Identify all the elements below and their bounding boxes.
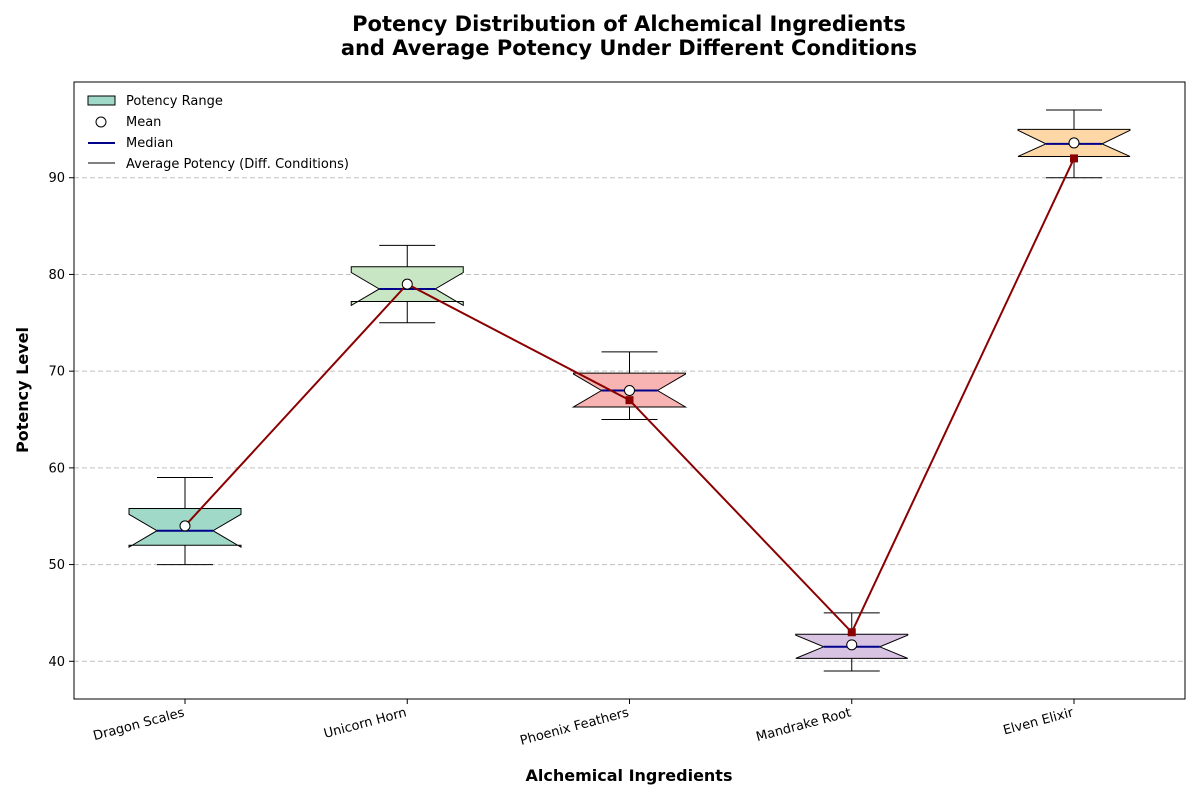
- average-potency-marker: [1070, 154, 1078, 163]
- y-axis-ticks: 40 50 60 70 80 90: [48, 171, 74, 670]
- x-tick-label: Elven Elixir: [1002, 705, 1076, 738]
- chart-title-line-1: Potency Distribution of Alchemical Ingre…: [352, 12, 906, 36]
- chart-title-line-2: and Average Potency Under Different Cond…: [341, 36, 917, 60]
- y-tick-label: 50: [48, 558, 65, 573]
- legend-label-potency-range: Potency Range: [126, 94, 223, 109]
- average-potency-marker: [625, 396, 634, 405]
- plot-frame: [73, 81, 1186, 700]
- x-tick-label: Mandrake Root: [755, 705, 853, 745]
- y-tick-label: 80: [48, 268, 65, 283]
- x-tick-label: Unicorn Horn: [322, 705, 408, 742]
- x-axis-ticks: Dragon Scales Unicorn Horn Phoenix Feather…: [92, 699, 1076, 749]
- y-tick-label: 90: [48, 171, 65, 186]
- chart-title: Potency Distribution of Alchemical Ingre…: [341, 12, 917, 60]
- legend: Potency Range Mean Median Average Potenc…: [87, 94, 349, 172]
- legend-label-median: Median: [126, 136, 173, 151]
- mean-marker: [179, 520, 191, 532]
- y-tick-label: 70: [48, 365, 65, 380]
- mean-markers: [179, 137, 1080, 651]
- mean-marker: [401, 278, 413, 290]
- legend-marker-mean: [95, 116, 107, 128]
- y-tick-label: 40: [48, 655, 65, 670]
- mean-marker: [1068, 137, 1080, 149]
- legend-label-mean: Mean: [126, 115, 161, 130]
- mean-marker: [624, 385, 635, 396]
- y-axis-label: Potency Level: [13, 327, 32, 453]
- x-tick-label: Phoenix Feathers: [519, 705, 631, 749]
- legend-label-average-potency: Average Potency (Diff. Conditions): [126, 157, 349, 172]
- x-axis-label: Alchemical Ingredients: [526, 766, 733, 785]
- x-tick-label: Dragon Scales: [92, 705, 187, 744]
- average-potency-marker: [847, 628, 856, 637]
- legend-swatch-potency-range: [87, 95, 116, 106]
- mean-marker: [846, 639, 858, 651]
- y-tick-label: 60: [48, 461, 65, 476]
